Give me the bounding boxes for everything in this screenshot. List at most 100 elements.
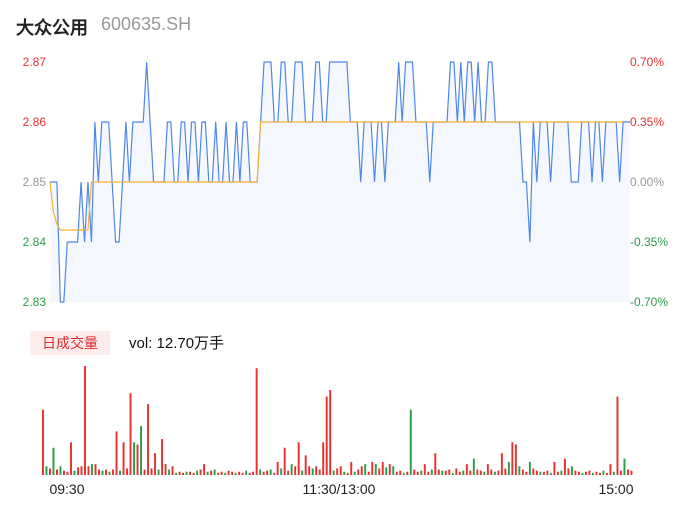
volume-bar: [542, 471, 545, 475]
volume-bar: [546, 470, 549, 475]
volume-bar: [332, 470, 335, 475]
volume-bar: [535, 470, 538, 475]
volume-bar: [616, 396, 619, 475]
volume-bar: [199, 469, 202, 475]
volume-label: vol: 12.70万手: [129, 335, 225, 352]
volume-bar: [507, 461, 510, 475]
volume-bar: [231, 471, 234, 475]
volume-bar: [52, 447, 55, 475]
volume-bar: [612, 471, 615, 475]
volume-bar: [73, 470, 76, 475]
volume-bar: [409, 409, 412, 475]
volume-bar: [269, 469, 272, 475]
volume-bar: [476, 469, 479, 475]
volume-bar: [574, 470, 577, 475]
volume-bar: [108, 471, 111, 475]
volume-bar: [357, 469, 360, 475]
volume-bar: [416, 471, 419, 475]
volume-bar: [161, 439, 164, 475]
volume-bar: [105, 469, 107, 475]
volume-bar: [255, 368, 258, 475]
volume-bar: [245, 470, 248, 475]
volume-bar: [556, 471, 559, 475]
volume-bar: [87, 466, 90, 475]
volume-bar: [567, 468, 570, 475]
volume-bar: [336, 468, 339, 475]
volume-bar: [483, 471, 486, 475]
volume-bar: [101, 470, 104, 475]
volume-bar: [45, 466, 48, 475]
x-tick-label: 11:30/13:00: [303, 481, 376, 497]
volume-bar: [437, 469, 440, 475]
volume-bar: [262, 471, 265, 475]
volume-bar: [77, 467, 79, 475]
volume-bar: [122, 442, 125, 475]
volume-bar: [220, 471, 223, 475]
volume-bar: [42, 409, 44, 475]
x-tick-label: 09:30: [49, 481, 84, 497]
volume-bar: [150, 468, 153, 475]
volume-bar: [371, 461, 374, 475]
volume-bar: [224, 472, 227, 475]
volume-bar: [133, 442, 136, 475]
volume-bar: [339, 466, 342, 475]
volume-bar: [196, 470, 199, 475]
volume-bar: [385, 467, 388, 475]
volume-bar: [280, 468, 283, 475]
volume-bar: [563, 458, 566, 475]
volume-bar: [406, 471, 409, 475]
volume-bar: [66, 471, 69, 475]
volume-bar: [584, 471, 587, 475]
volume-bar: [171, 466, 174, 475]
volume-bar: [136, 444, 139, 475]
volume-bar: [504, 468, 507, 475]
volume-bar: [59, 466, 62, 475]
volume-bar: [304, 455, 307, 475]
volume-bar: [297, 442, 300, 475]
volume-bar: [252, 471, 255, 475]
volume-bar: [539, 471, 542, 475]
volume-bar: [444, 470, 447, 475]
pct-tick-label: 0.70%: [630, 55, 664, 69]
volume-bar: [360, 466, 363, 475]
volume-bar: [80, 466, 83, 475]
volume-bar: [521, 469, 524, 475]
volume-bar: [154, 453, 157, 475]
volume-bar: [308, 466, 311, 475]
volume-bar: [192, 472, 195, 475]
volume-bar: [479, 470, 482, 475]
volume-bar: [374, 464, 377, 475]
volume-bar: [598, 472, 601, 475]
volume-bar: [248, 472, 251, 475]
volume-bar: [420, 470, 423, 475]
y-tick-label: 2.86: [23, 115, 47, 129]
volume-bar: [490, 469, 493, 475]
volume-bar: [402, 472, 405, 475]
volume-bar: [168, 469, 171, 475]
volume-bar: [605, 472, 608, 475]
volume-bar: [427, 471, 430, 475]
pct-tick-label: -0.35%: [630, 235, 668, 249]
volume-bar: [465, 464, 468, 475]
volume-bar: [364, 464, 367, 475]
volume-bar: [514, 444, 517, 475]
volume-bar: [56, 469, 58, 475]
volume-bar: [287, 470, 290, 475]
volume-bar: [448, 469, 451, 475]
volume-bar: [217, 472, 220, 475]
volume-bar: [343, 471, 346, 475]
volume-bar: [630, 470, 633, 475]
volume-bar: [525, 471, 528, 475]
volume-bar: [581, 472, 584, 475]
stock-code: 600635.SH: [101, 14, 192, 34]
volume-bar: [378, 468, 381, 475]
volume-bar: [441, 470, 444, 475]
volume-bar: [129, 393, 132, 475]
volume-bar: [413, 469, 416, 475]
volume-bar: [346, 472, 349, 475]
volume-bar: [591, 472, 594, 475]
volume-bar: [94, 464, 97, 475]
volume-bar: [63, 470, 65, 475]
volume-bar: [595, 471, 598, 475]
volume-bar: [486, 464, 489, 475]
